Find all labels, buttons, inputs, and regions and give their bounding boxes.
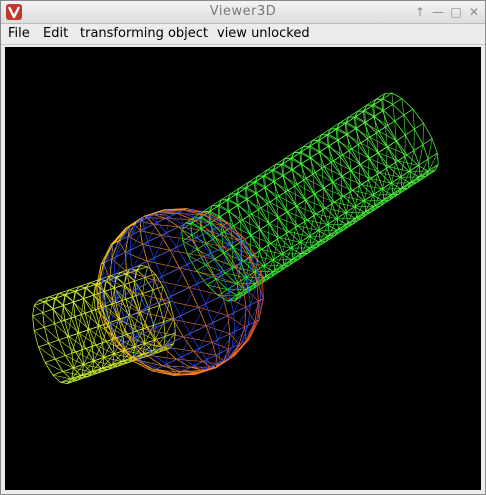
window-title: Viewer3D xyxy=(209,4,277,19)
menu-transforming-object[interactable]: transforming object xyxy=(80,26,209,41)
minimize-button[interactable]: — xyxy=(432,5,444,19)
v-logo-icon xyxy=(6,4,22,20)
menu-bar: File Edit transforming object view unloc… xyxy=(1,24,485,45)
3d-viewport[interactable] xyxy=(5,47,481,490)
close-button[interactable]: ✕ xyxy=(468,5,480,19)
pin-button[interactable]: ↑ xyxy=(414,5,426,19)
menu-edit[interactable]: Edit xyxy=(43,26,69,41)
title-bar[interactable]: Viewer3D ↑ — □ ✕ xyxy=(1,1,485,24)
wireframe-model xyxy=(32,92,439,384)
menu-view-unlocked[interactable]: view unlocked xyxy=(217,26,310,41)
maximize-button[interactable]: □ xyxy=(450,5,462,19)
menu-file[interactable]: File xyxy=(8,26,30,41)
